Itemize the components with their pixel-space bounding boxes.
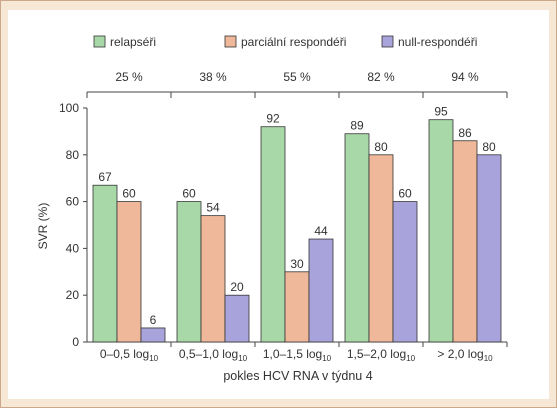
bar-value-label: 86 [458, 126, 472, 140]
x-tick-label: 1,5–2,0 log10 [347, 347, 416, 363]
bar-value-label: 54 [206, 201, 220, 215]
legend-label: relapséři [110, 35, 156, 49]
y-tick-label: 0 [72, 335, 79, 349]
data-labels: 67 60 6 60 54 20 92 30 44 89 80 60 95 86 80 [98, 105, 496, 327]
bar-value-label: 44 [314, 224, 328, 238]
bar-value-label: 80 [374, 140, 388, 154]
x-tick-label: > 2,0 log10 [437, 347, 493, 363]
y-tick-label: 80 [66, 148, 80, 162]
bar [368, 154, 394, 343]
bar [224, 294, 250, 343]
bar-value-label: 60 [182, 187, 196, 201]
legend-swatch [93, 35, 106, 48]
legend-swatch [224, 35, 237, 48]
bar-value-label: 89 [350, 119, 364, 133]
legend-label: parciální respondéři [241, 35, 346, 49]
bar [260, 126, 286, 343]
group-percentage-label: 94 % [451, 70, 479, 84]
bar-value-label: 60 [398, 187, 412, 201]
bar [476, 154, 502, 343]
bar [284, 271, 310, 343]
y-tick-label: 20 [66, 288, 80, 302]
group-percentage-label: 25 % [115, 70, 143, 84]
bar-value-label: 60 [122, 187, 136, 201]
bar [344, 133, 370, 343]
x-tick-label: 0,5–1,0 log10 [179, 347, 248, 363]
bar [176, 201, 202, 343]
group-percentage-label: 82 % [367, 70, 395, 84]
legend-swatch [381, 35, 394, 48]
y-tick-label: 60 [66, 195, 80, 209]
y-tick-label: 100 [59, 101, 79, 115]
bar [140, 327, 166, 343]
bar [92, 184, 118, 343]
bar [116, 201, 142, 343]
group-percentage-brackets: 25 % 38 % 55 % 82 % 94 % [86, 70, 508, 98]
bar [428, 119, 454, 343]
bar [392, 201, 418, 343]
bar-value-label: 80 [482, 140, 496, 154]
legend-label: null-respondéři [398, 35, 477, 49]
bar-value-label: 30 [290, 257, 304, 271]
y-tick-label: 40 [66, 241, 80, 255]
bar [200, 215, 226, 343]
bar [308, 238, 334, 343]
bar [452, 140, 478, 343]
y-axis-title: SVR (%) [36, 203, 50, 250]
x-axis-title: pokles HCV RNA v týdnu 4 [223, 369, 372, 383]
legend: relapséři parciální respondéři null-respon… [93, 35, 477, 49]
group-percentage-label: 38 % [199, 70, 227, 84]
group-percentage-label: 55 % [283, 70, 311, 84]
x-tick-label: 1,0–1,5 log10 [263, 347, 332, 363]
bar-value-label: 92 [266, 112, 280, 126]
bar-value-label: 20 [230, 280, 244, 294]
x-tick-label: 0–0,5 log10 [100, 347, 159, 363]
bar-value-label: 95 [434, 105, 448, 119]
bar-value-label: 6 [150, 313, 157, 327]
bars [92, 119, 502, 343]
bar-value-label: 67 [98, 170, 112, 184]
